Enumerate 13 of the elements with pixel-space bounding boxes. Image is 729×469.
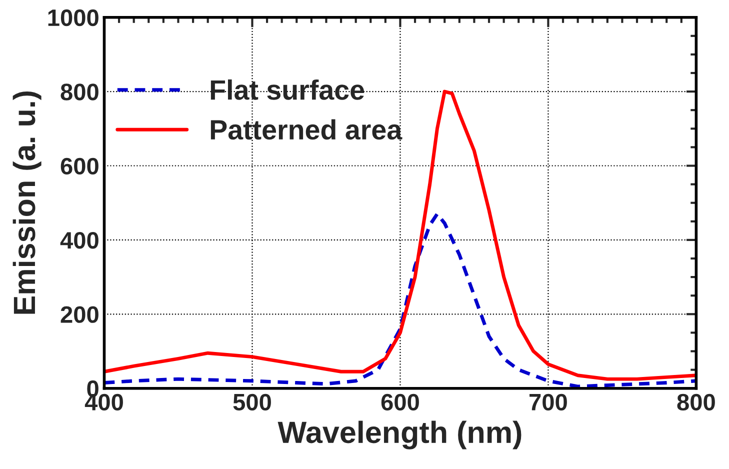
y-tick-label: 200 <box>60 306 98 323</box>
y-tick-label: 400 <box>60 232 98 249</box>
x-tick-label: 600 <box>381 394 419 411</box>
y-axis-title: Emission (a. u.) <box>12 91 42 314</box>
y-tick-label: 600 <box>60 158 98 175</box>
x-axis-title: Wavelength (nm) <box>278 420 522 450</box>
x-tick-label: 800 <box>677 394 715 411</box>
x-tick-label: 500 <box>233 394 271 411</box>
legend-label: Flat surface <box>210 79 364 100</box>
x-tick-label: 700 <box>530 394 567 411</box>
legend-label: Patterned area <box>210 119 402 140</box>
y-tick-label: 1000 <box>48 9 98 26</box>
y-tick-label: 800 <box>60 84 98 100</box>
